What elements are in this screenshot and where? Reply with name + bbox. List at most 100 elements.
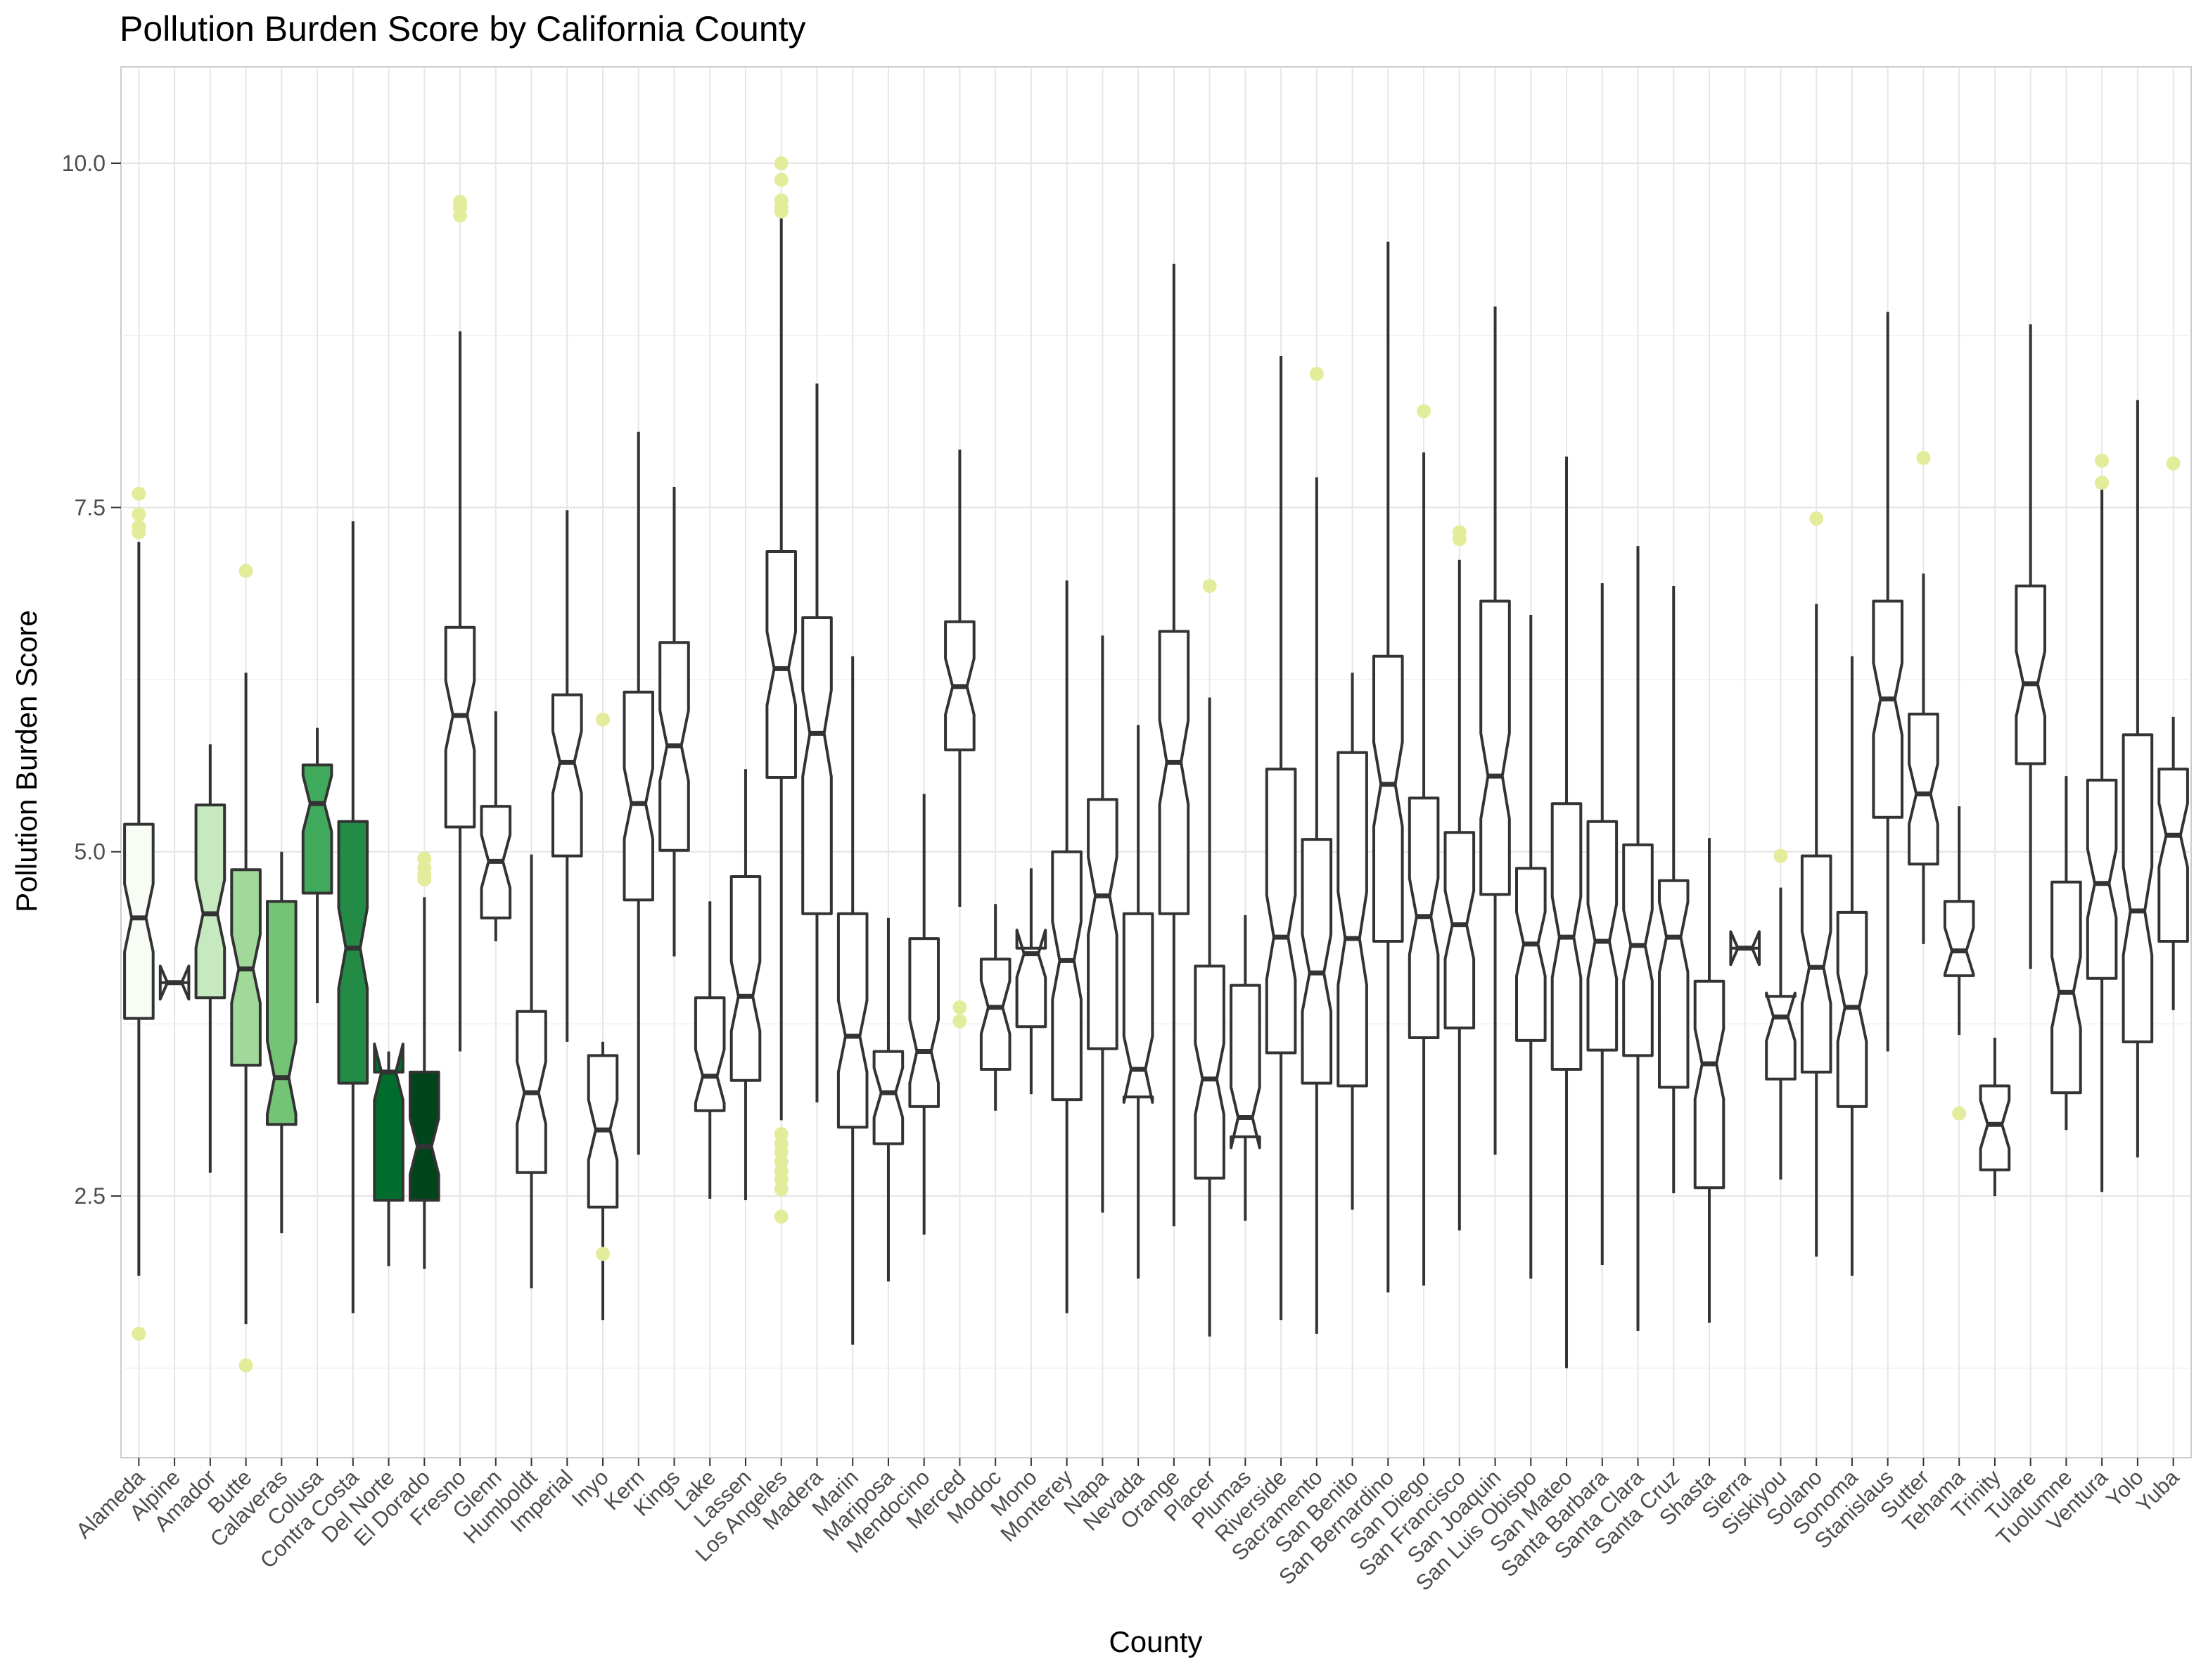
box-body [158,965,191,1001]
outlier-point [453,208,468,223]
box-body [2157,768,2189,943]
box-body [836,912,869,1129]
box-body [979,957,1012,1071]
box-san-diego [1408,404,1440,1286]
y-tick-label: 2.5 [75,1183,106,1209]
box-body [694,996,726,1112]
box-mendocino [908,794,940,1235]
box-yolo [2122,400,2154,1158]
outlier-point [132,525,146,540]
outlier-point [238,564,253,578]
box-body [1943,900,1975,977]
outlier-point [774,1172,789,1187]
box-los-angeles [765,156,797,1224]
y-tick-label: 5.0 [75,839,106,865]
box-imperial [551,510,583,1042]
x-tick-labels: AlamedaAlpineAmadorButteCalaverasColusaC… [71,1458,2184,1596]
box-del-norte [373,1043,404,1266]
box-body [1158,630,1190,915]
box-san-joaquin [1479,306,1511,1155]
box-body [623,690,654,902]
box-body [1693,979,1725,1190]
y-axis-title: Pollution Burden Score [10,610,43,912]
box-mono [1015,868,1047,1095]
outlier-point [132,507,146,522]
outlier-point [2166,456,2181,471]
box-body [337,820,369,1085]
box-sierra [1729,930,1761,967]
outlier-point [774,1127,789,1142]
outlier-point [952,1014,967,1029]
box-yuba [2157,456,2189,1010]
box-body [1301,838,1333,1085]
box-shasta [1693,838,1725,1323]
box-body [801,616,833,915]
outlier-point [774,156,789,171]
outlier-point [774,172,789,187]
box-stanislaus [1872,312,1903,1052]
box-body [872,1050,905,1145]
box-lake [694,901,726,1199]
outlier-point [774,1182,789,1197]
box-sutter [1908,450,1939,944]
box-madera [801,383,833,1102]
box-mariposa [872,917,905,1282]
box-contra-costa [337,521,369,1313]
outlier-point [596,1247,611,1261]
box-body [1265,768,1297,1055]
box-body [1443,831,1476,1030]
box-body [1979,1084,2011,1171]
y-tick-label: 10.0 [62,151,106,176]
outlier-point [2095,476,2110,490]
box-sacramento [1301,367,1333,1334]
box-body [1800,854,1832,1074]
box-inyo [587,712,619,1321]
outlier-point [774,204,789,219]
box-body [1087,798,1118,1050]
outlier-point [774,1209,789,1224]
box-body [2050,880,2082,1095]
outlier-point [1773,848,1788,863]
box-napa [1087,635,1118,1213]
box-glenn [480,711,512,941]
box-santa-cruz [1658,585,1690,1194]
chart-title: Pollution Burden Score by California Cou… [120,9,806,49]
outlier-point [1952,1106,1967,1121]
box-colusa [301,727,333,1004]
box-nevada [1122,725,1154,1279]
box-siskiyou [1765,848,1797,1180]
box-body [409,1070,440,1202]
box-tulare [2015,324,2046,969]
y-tick-label: 7.5 [75,495,106,520]
box-san-benito [1336,673,1368,1210]
box-body [2122,733,2154,1043]
box-body [2086,778,2118,980]
box-san-luis-obispo [1515,615,1547,1279]
box-body [1372,654,1404,943]
box-body [1622,843,1654,1057]
box-lassen [729,769,762,1200]
box-body [1765,991,1797,1081]
box-santa-barbara [1586,583,1619,1265]
outlier-point [132,1326,146,1341]
box-body [1051,850,1083,1102]
box-body [266,900,298,1126]
box-body [1872,599,1903,819]
box-kings [658,487,690,957]
box-body [1479,599,1511,896]
box-body [1336,751,1368,1088]
box-body [908,937,940,1108]
box-body [1908,713,1939,866]
box-santa-clara [1622,546,1654,1331]
box-marin [836,656,869,1345]
outlier-point [238,1358,253,1373]
box-layer [123,156,2189,1373]
box-san-bernardino [1372,241,1404,1293]
box-alpine [158,965,191,1001]
outlier-point [417,851,432,866]
box-solano [1800,511,1832,1257]
box-body [123,822,155,1020]
box-body [765,550,797,779]
